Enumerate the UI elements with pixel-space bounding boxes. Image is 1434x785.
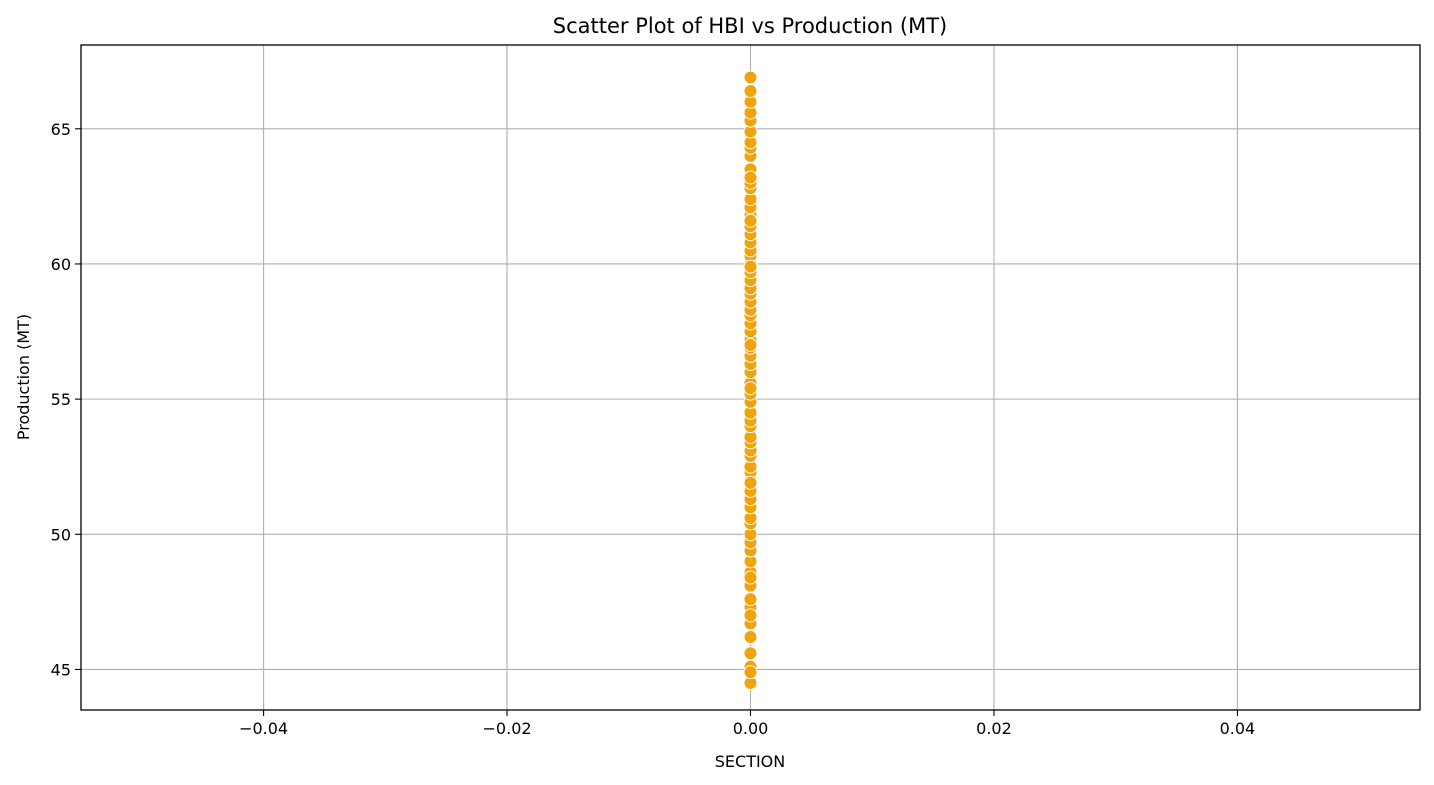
y-tick-label: 65 [51,120,71,139]
scatter-point [743,70,758,85]
x-tick-label: 0.02 [976,719,1012,738]
x-tick-label: 0.00 [733,719,769,738]
scatter-point [743,665,758,680]
y-tick-label: 50 [51,525,71,544]
scatter-point [743,213,758,228]
scatter-point [743,592,758,607]
x-tick-label: −0.02 [483,719,532,738]
scatter-point [743,646,758,661]
scatter-point [743,259,758,274]
scatter-point [743,381,758,396]
scatter-point [743,170,758,185]
x-axis-label: SECTION [715,752,786,771]
scatter-point [743,83,758,98]
scatter-point [743,608,758,623]
y-axis-label: Production (MT) [14,314,33,440]
y-tick-label: 55 [51,390,71,409]
scatter-point [743,338,758,353]
x-axis-ticks: −0.04 −0.02 0.00 0.02 0.04 [239,710,1255,738]
y-tick-label: 60 [51,255,71,274]
scatter-point [743,475,758,490]
scatter-point [743,570,758,585]
scatter-point [743,630,758,645]
x-tick-label: −0.04 [239,719,288,738]
data-points [743,70,758,690]
chart-title: Scatter Plot of HBI vs Production (MT) [553,14,947,38]
x-tick-label: 0.04 [1220,719,1256,738]
y-tick-label: 45 [51,660,71,679]
y-axis-ticks: 45 50 55 60 65 [51,120,81,679]
